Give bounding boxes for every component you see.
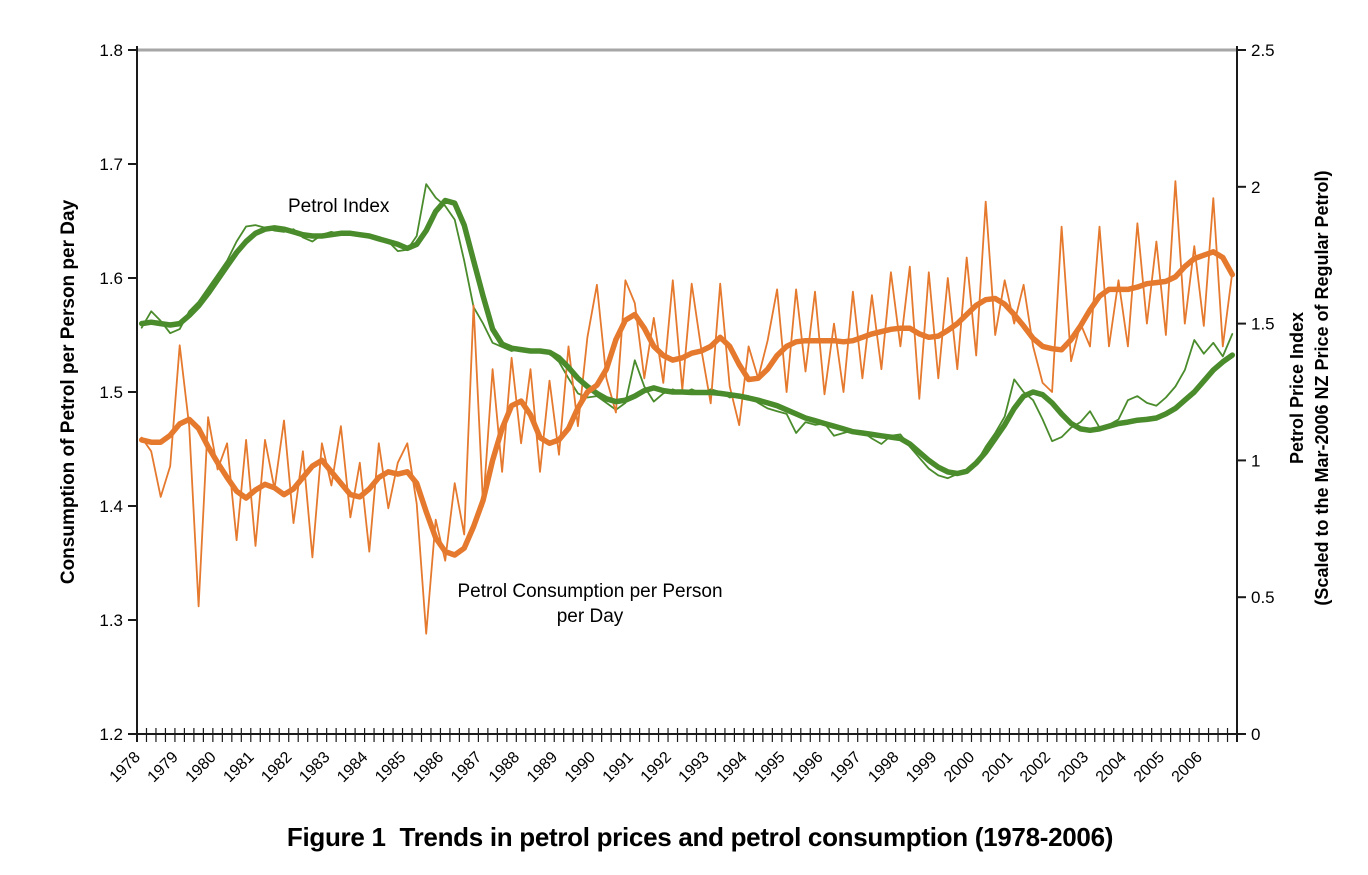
series-line-petrol-consumption-per-person-per-day-quarterly- [140, 180, 1234, 635]
series-line-petrol-index-trend- [138, 197, 1236, 477]
right-axis-tick-label: 0.5 [1251, 588, 1275, 607]
x-axis-year-label: 1982 [258, 749, 295, 786]
x-axis-year-label: 2000 [941, 749, 978, 786]
consumption-series-label-line1: Petrol Consumption per Person [457, 581, 722, 602]
x-axis-year-label: 1985 [372, 749, 409, 786]
right-axis-tick-label: 0 [1251, 725, 1260, 744]
x-axis-year-label: 2002 [1017, 749, 1054, 786]
x-axis-year-label: 1998 [865, 749, 902, 786]
right-axis-tick-label: 1 [1251, 451, 1260, 470]
x-axis-year-label: 1991 [600, 749, 637, 786]
x-axis-year-label: 1993 [676, 749, 713, 786]
x-axis-year-label: 2001 [979, 749, 1016, 786]
x-axis-year-label: 1986 [410, 749, 447, 786]
left-axis-title: Consumption of Petrol per Person per Day [58, 199, 79, 584]
x-axis-year-label: 1996 [789, 749, 826, 786]
axes [128, 46, 1246, 742]
petrol-index-series-label: Petrol Index [288, 196, 390, 217]
x-axis-year-label: 1995 [751, 749, 788, 786]
x-axis-year-label: 2004 [1093, 749, 1130, 786]
x-axis-year-label: 1992 [638, 749, 675, 786]
left-axis-tick-label: 1.2 [99, 725, 123, 744]
x-axis-year-label: 1989 [524, 749, 561, 786]
left-axis-tick-label: 1.5 [99, 383, 123, 402]
x-axis-year-label: 1979 [145, 749, 182, 786]
x-axis-year-label: 1994 [714, 749, 751, 786]
x-axis-year-label: 1981 [220, 749, 257, 786]
consumption-series-label-line2: per Day [557, 606, 624, 627]
right-axis-tick-label: 2.5 [1251, 41, 1275, 60]
x-axis-year-label: 1984 [334, 749, 371, 786]
axis-tick-labels: 1.2 1.3 1.4 1.5 1.6 1.7 1.8 0 0.5 1 1.5 2 2.5 1978 197… [99, 41, 1274, 786]
x-axis-year-label: 1999 [903, 749, 940, 786]
right-axis-tick-label: 2 [1251, 178, 1260, 197]
x-axis-year-label: 1990 [562, 749, 599, 786]
x-axis-year-label: 1997 [827, 749, 864, 786]
x-axis-year-label: 1988 [486, 749, 523, 786]
right-axis-title-line1: Petrol Price Index [1287, 312, 1307, 464]
right-axis-tick-label: 1.5 [1251, 315, 1275, 334]
x-axis-year-label: 1980 [183, 749, 220, 786]
x-axis-year-label: 1978 [107, 749, 144, 786]
figure-caption: Figure 1 Trends in petrol prices and pet… [287, 822, 1113, 852]
x-axis-year-label: 1987 [448, 749, 485, 786]
left-axis-tick-label: 1.7 [99, 155, 123, 174]
left-axis-tick-label: 1.6 [99, 269, 123, 288]
x-axis-year-label: 2003 [1055, 749, 1092, 786]
left-axis-tick-label: 1.3 [99, 611, 123, 630]
x-axis-year-label: 1983 [296, 749, 333, 786]
series-line-petrol-consumption-per-person-per-day-trend- [138, 249, 1236, 558]
left-axis-tick-label: 1.8 [99, 41, 123, 60]
x-axis-year-label: 2005 [1131, 749, 1168, 786]
x-axis-year-label: 2006 [1169, 749, 1206, 786]
left-axis-tick-label: 1.4 [99, 497, 123, 516]
data-series-lines [138, 180, 1236, 635]
right-axis-title-line2: (Scaled to the Mar-2006 NZ Price of Regu… [1312, 170, 1332, 605]
